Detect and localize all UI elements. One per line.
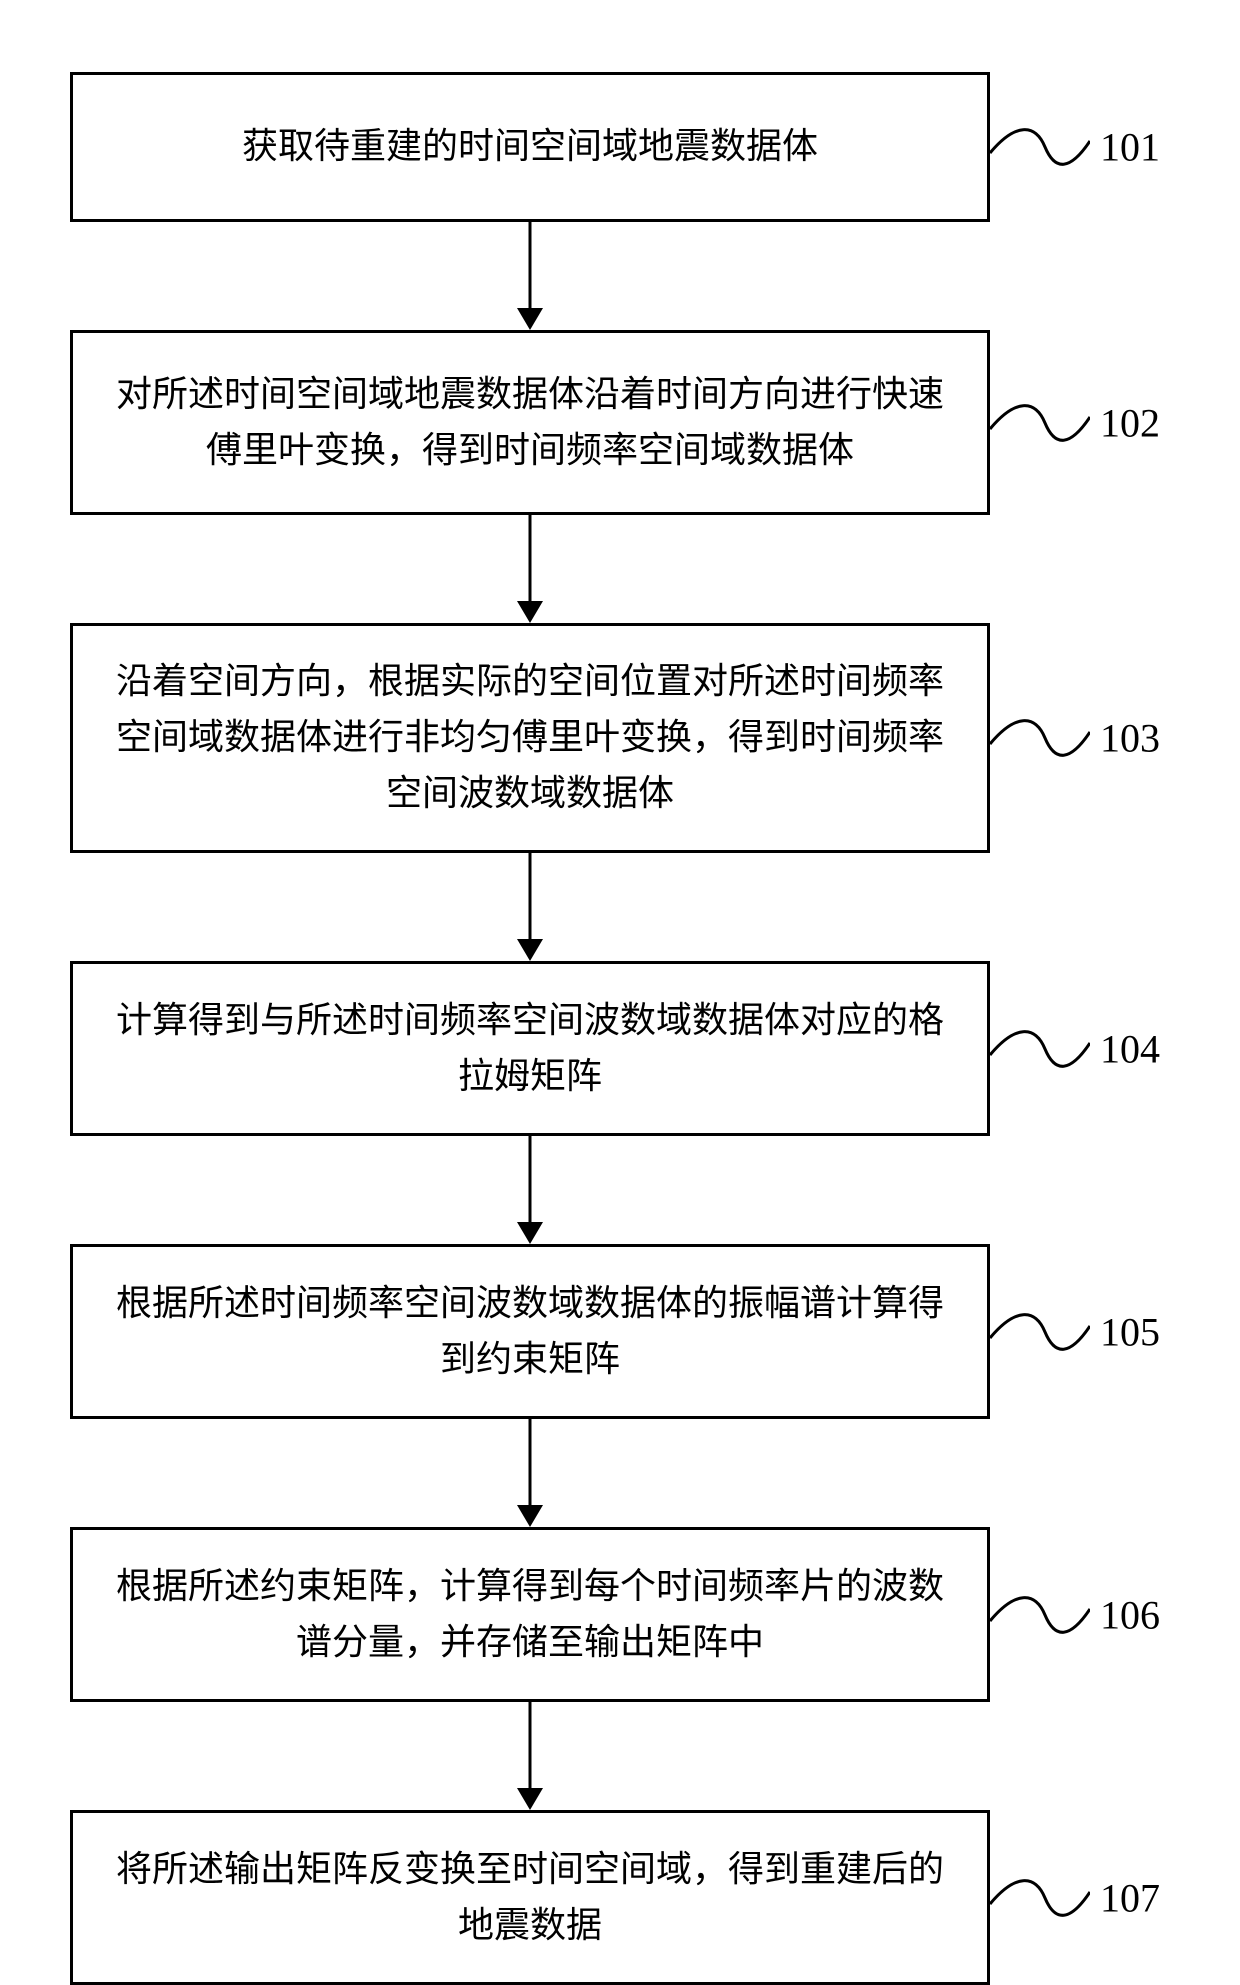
arrow-down-icon xyxy=(70,1419,990,1527)
step-text: 对所述时间空间域地震数据体沿着时间方向进行快速傅里叶变换，得到时间频率空间域数据… xyxy=(103,367,957,479)
step-box-103: 沿着空间方向，根据实际的空间位置对所述时间频率空间域数据体进行非均匀傅里叶变换，… xyxy=(70,623,990,853)
arrow-down-icon xyxy=(70,515,990,623)
step-text: 根据所述时间频率空间波数域数据体的振幅谱计算得到约束矩阵 xyxy=(103,1276,957,1388)
step-label-connector: 105 xyxy=(990,1244,1170,1419)
step-box-102: 对所述时间空间域地震数据体沿着时间方向进行快速傅里叶变换，得到时间频率空间域数据… xyxy=(70,330,990,515)
step-box-107: 将所述输出矩阵反变换至时间空间域，得到重建后的地震数据 xyxy=(70,1810,990,1985)
step-number-label: 107 xyxy=(1100,1874,1160,1921)
step-box-105: 根据所述时间频率空间波数域数据体的振幅谱计算得到约束矩阵 xyxy=(70,1244,990,1419)
step-label-connector: 102 xyxy=(990,330,1170,515)
step-number-label: 105 xyxy=(1100,1308,1160,1355)
step-box-104: 计算得到与所述时间频率空间波数域数据体对应的格拉姆矩阵 xyxy=(70,961,990,1136)
step-number-label: 102 xyxy=(1100,399,1160,446)
connector-curve-icon xyxy=(990,1585,1090,1645)
step-number-label: 103 xyxy=(1100,715,1160,762)
step-label-connector: 101 xyxy=(990,72,1170,222)
flowchart-step: 根据所述时间频率空间波数域数据体的振幅谱计算得到约束矩阵 105 xyxy=(70,1244,1170,1419)
connector-curve-icon xyxy=(990,393,1090,453)
step-label-connector: 106 xyxy=(990,1527,1170,1702)
step-text: 根据所述约束矩阵，计算得到每个时间频率片的波数谱分量，并存储至输出矩阵中 xyxy=(103,1559,957,1671)
flowchart-step: 沿着空间方向，根据实际的空间位置对所述时间频率空间域数据体进行非均匀傅里叶变换，… xyxy=(70,623,1170,853)
step-label-connector: 103 xyxy=(990,623,1170,853)
arrow-down-icon xyxy=(70,853,990,961)
connector-curve-icon xyxy=(990,1302,1090,1362)
connector-curve-icon xyxy=(990,1019,1090,1079)
step-label-connector: 107 xyxy=(990,1810,1170,1985)
flowchart-step: 对所述时间空间域地震数据体沿着时间方向进行快速傅里叶变换，得到时间频率空间域数据… xyxy=(70,330,1170,515)
connector-curve-icon xyxy=(990,1868,1090,1928)
flowchart-container: 获取待重建的时间空间域地震数据体 101 对所述时间空间域地震数据体沿着时间方向进行… xyxy=(70,72,1170,1985)
step-number-label: 101 xyxy=(1100,124,1160,171)
flowchart-step: 计算得到与所述时间频率空间波数域数据体对应的格拉姆矩阵 104 xyxy=(70,961,1170,1136)
connector-curve-icon xyxy=(990,708,1090,768)
flowchart-step: 获取待重建的时间空间域地震数据体 101 xyxy=(70,72,1170,222)
connector-curve-icon xyxy=(990,117,1090,177)
step-text: 计算得到与所述时间频率空间波数域数据体对应的格拉姆矩阵 xyxy=(103,993,957,1105)
step-number-label: 106 xyxy=(1100,1591,1160,1638)
arrow-down-icon xyxy=(70,222,990,330)
step-label-connector: 104 xyxy=(990,961,1170,1136)
step-box-106: 根据所述约束矩阵，计算得到每个时间频率片的波数谱分量，并存储至输出矩阵中 xyxy=(70,1527,990,1702)
step-box-101: 获取待重建的时间空间域地震数据体 xyxy=(70,72,990,222)
step-text: 沿着空间方向，根据实际的空间位置对所述时间频率空间域数据体进行非均匀傅里叶变换，… xyxy=(103,654,957,821)
step-text: 将所述输出矩阵反变换至时间空间域，得到重建后的地震数据 xyxy=(103,1842,957,1954)
arrow-down-icon xyxy=(70,1702,990,1810)
arrow-down-icon xyxy=(70,1136,990,1244)
flowchart-step: 将所述输出矩阵反变换至时间空间域，得到重建后的地震数据 107 xyxy=(70,1810,1170,1985)
step-number-label: 104 xyxy=(1100,1025,1160,1072)
flowchart-step: 根据所述约束矩阵，计算得到每个时间频率片的波数谱分量，并存储至输出矩阵中 106 xyxy=(70,1527,1170,1702)
step-text: 获取待重建的时间空间域地震数据体 xyxy=(242,119,818,175)
